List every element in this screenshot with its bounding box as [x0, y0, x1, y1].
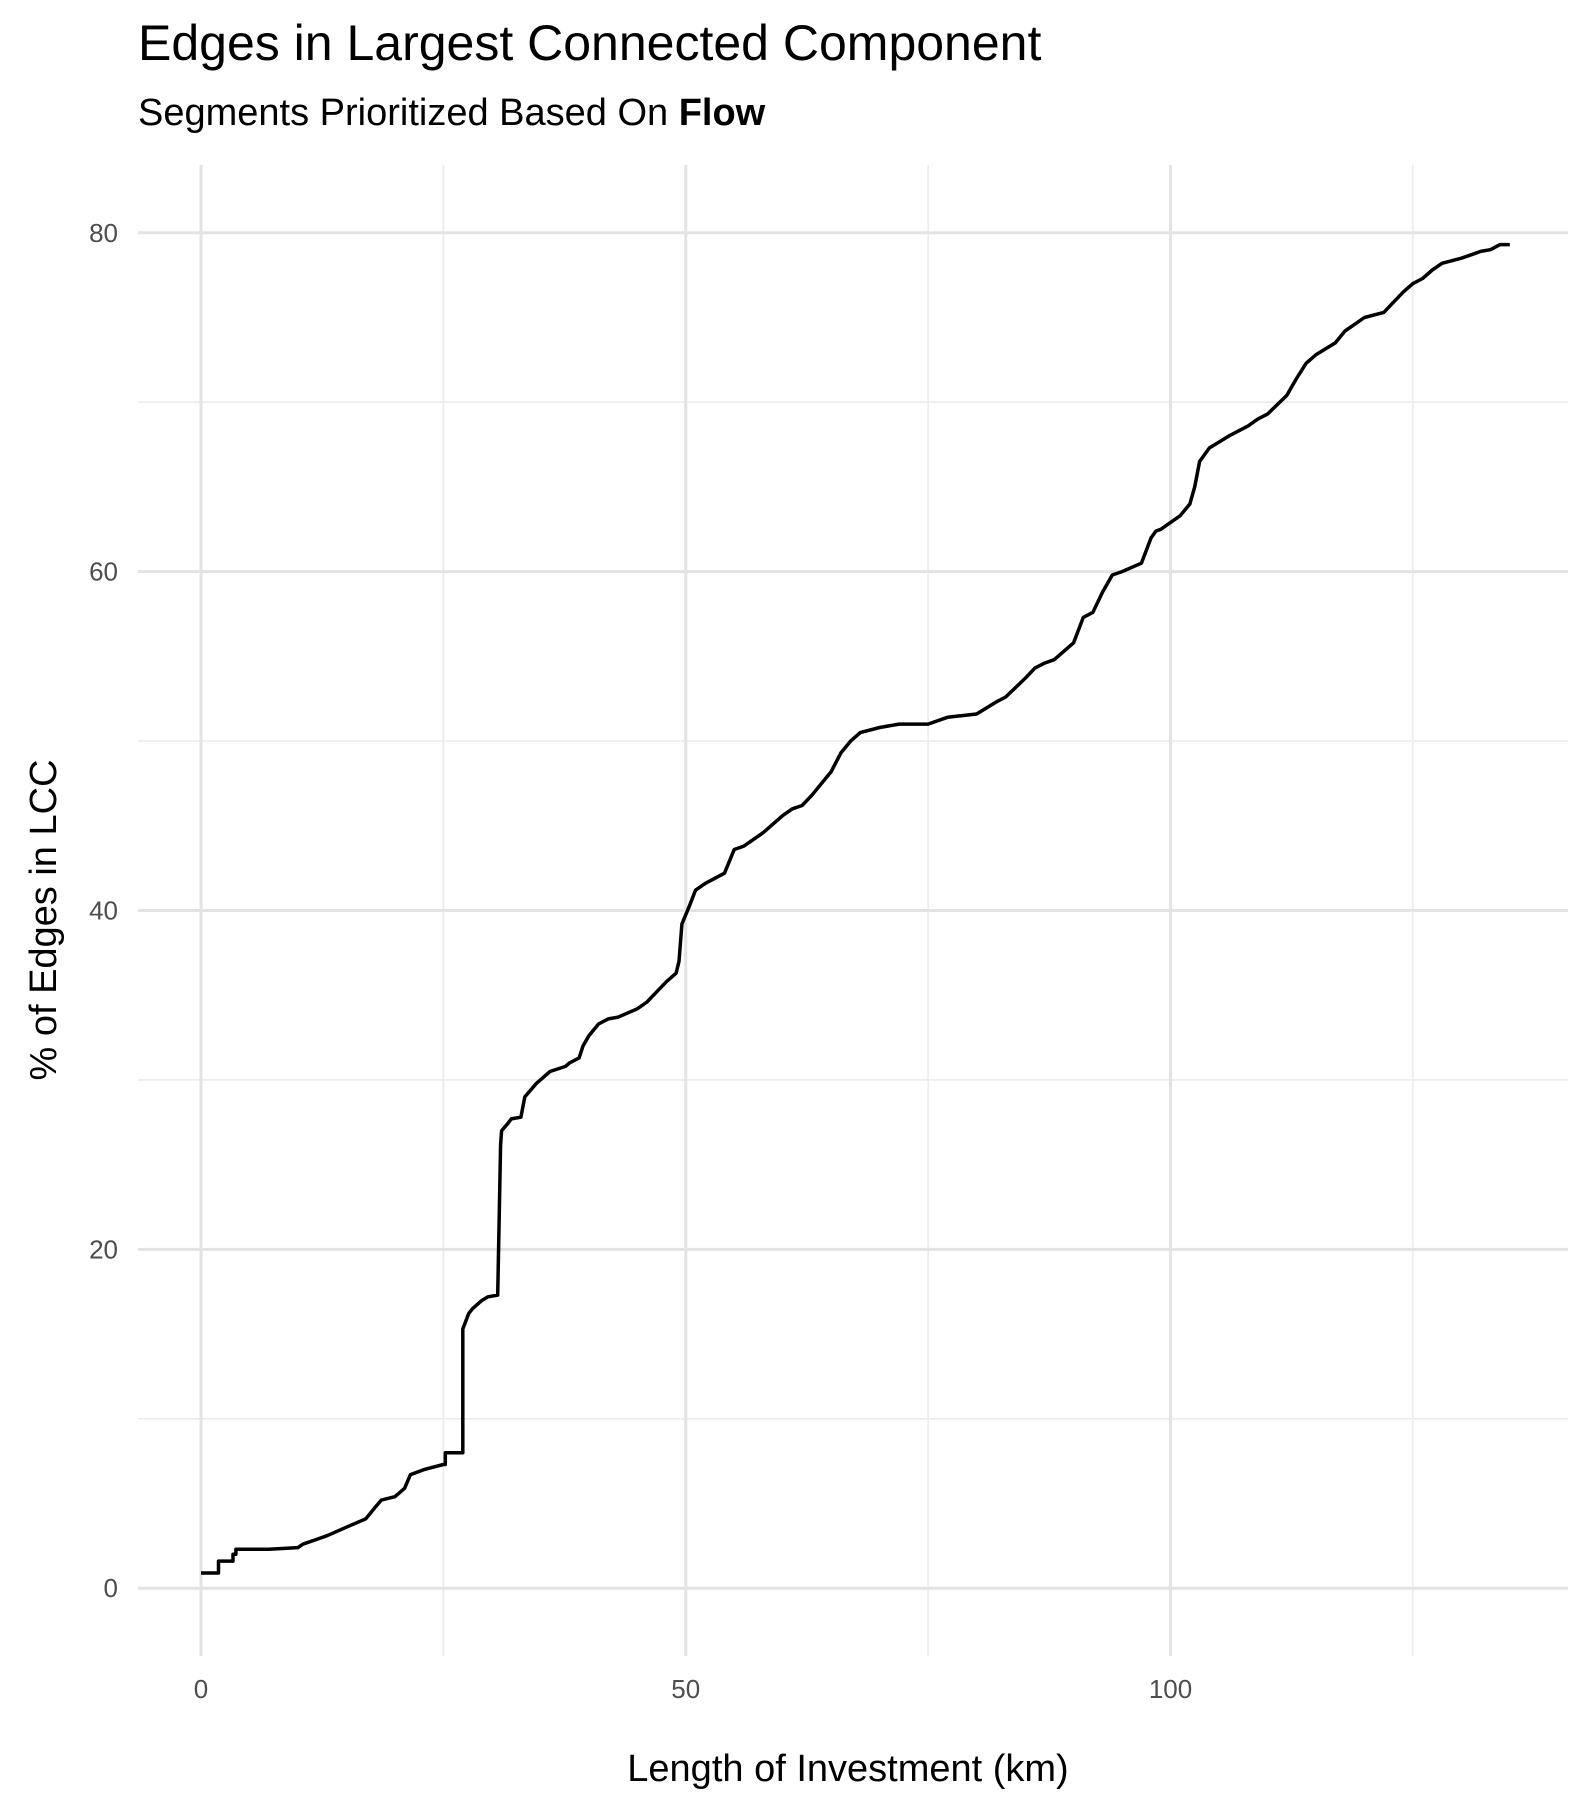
chart-title: Edges in Largest Connected Component	[138, 15, 1042, 71]
x-axis-title: Length of Investment (km)	[627, 1748, 1068, 1790]
major-gridlines	[138, 165, 1568, 1656]
x-tick-label: 50	[671, 1674, 700, 1704]
y-tick-label: 20	[89, 1234, 118, 1264]
y-axis-title: % of Edges in LCC	[23, 759, 65, 1080]
y-tick-label: 80	[89, 218, 118, 248]
minor-gridlines	[138, 165, 1568, 1656]
chart-subtitle: Segments Prioritized Based On Flow	[138, 92, 765, 135]
y-tick-label: 60	[89, 557, 118, 587]
subtitle-prefix: Segments Prioritized Based On	[138, 92, 679, 134]
x-tick-label: 0	[194, 1674, 208, 1704]
y-tick-label: 40	[89, 896, 118, 926]
subtitle-emphasis: Flow	[678, 92, 766, 134]
x-axis-ticks: 0 50 100	[194, 1674, 1192, 1704]
series-line	[201, 242, 1510, 1575]
x-tick-label: 100	[1149, 1674, 1192, 1704]
y-axis-ticks: 0 20 40 60 80	[89, 218, 118, 1603]
y-tick-label: 0	[104, 1573, 118, 1603]
